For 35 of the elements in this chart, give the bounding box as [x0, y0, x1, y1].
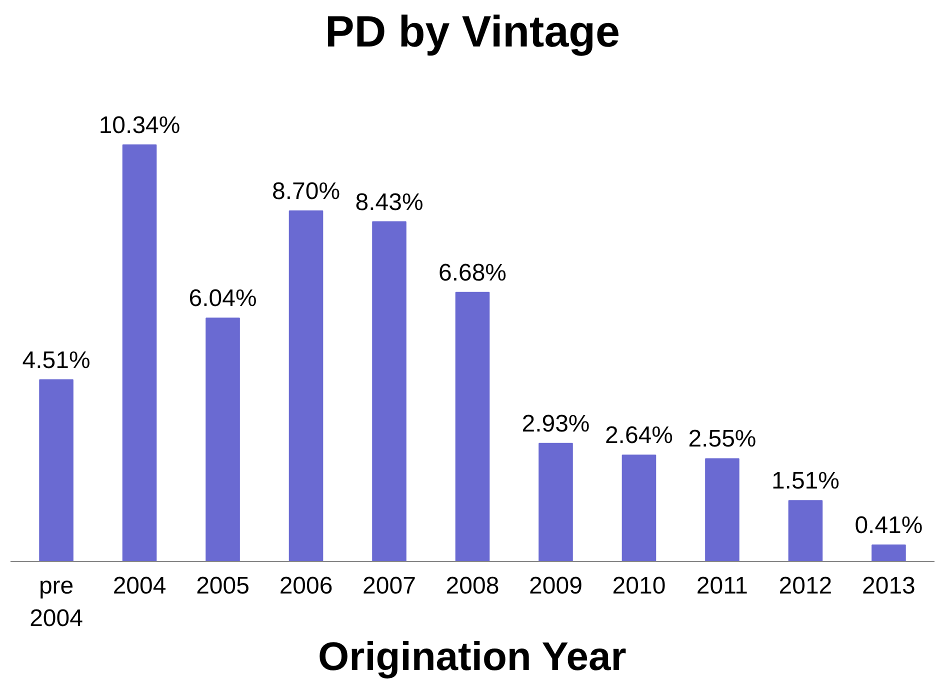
x-tick-label: 2007	[362, 572, 416, 600]
bar	[455, 292, 490, 562]
data-label: 10.34%	[98, 112, 180, 139]
data-label: 2.64%	[604, 422, 674, 450]
x-tick-label: 2006	[279, 572, 333, 600]
bar	[538, 442, 573, 562]
x-tick-label: 2011	[696, 572, 748, 600]
x-tick-label: 2012	[778, 572, 832, 600]
data-label: 0.41%	[854, 512, 923, 539]
data-label: 8.43%	[355, 188, 424, 216]
bar	[705, 458, 740, 562]
bar	[206, 318, 240, 562]
x-tick-label: 2010	[612, 572, 666, 600]
bar	[622, 454, 656, 562]
bar	[122, 144, 157, 562]
x-tick-label: 2004	[112, 572, 166, 600]
x-tick-label: 2009	[529, 572, 582, 600]
x-axis-title: Origination Year	[318, 634, 626, 679]
bar	[39, 379, 74, 562]
data-label: 1.51%	[771, 468, 840, 495]
bar	[288, 210, 324, 562]
data-label: 8.70%	[272, 178, 340, 205]
x-tick-label: 2008	[446, 572, 500, 600]
data-label: 6.04%	[188, 285, 257, 312]
bar	[372, 221, 406, 562]
data-label: 2.93%	[522, 410, 590, 438]
x-tick-label: 2013	[862, 572, 916, 600]
x-tick-label: 2005	[196, 572, 250, 600]
chart-title: PD by Vintage	[324, 8, 620, 56]
data-label: 4.51%	[22, 346, 90, 374]
data-label: 6.68%	[438, 259, 507, 286]
x-tick-label: pre 2004	[30, 572, 83, 632]
bar	[872, 544, 906, 562]
data-label: 2.55%	[688, 426, 756, 453]
bar	[788, 500, 823, 562]
